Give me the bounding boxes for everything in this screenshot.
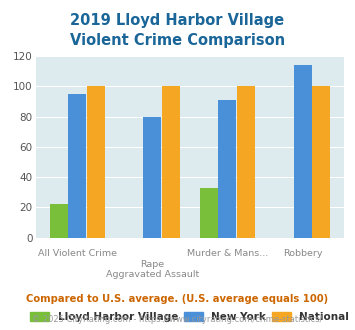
Legend: Lloyd Harbor Village, New York, National: Lloyd Harbor Village, New York, National <box>31 312 349 322</box>
Bar <box>200 188 218 238</box>
Bar <box>143 116 162 238</box>
Bar <box>312 86 330 238</box>
Bar <box>218 100 236 238</box>
Bar <box>50 204 67 238</box>
Text: Murder & Mans...: Murder & Mans... <box>187 249 268 258</box>
Text: Rape
Aggravated Assault: Rape Aggravated Assault <box>106 260 199 279</box>
Bar <box>162 86 180 238</box>
Text: 2019 Lloyd Harbor Village
Violent Crime Comparison: 2019 Lloyd Harbor Village Violent Crime … <box>70 13 285 48</box>
Text: All Violent Crime: All Violent Crime <box>38 249 117 258</box>
Bar <box>87 86 105 238</box>
Text: Robbery: Robbery <box>283 249 322 258</box>
Text: © 2025 CityRating.com - https://www.cityrating.com/crime-statistics/: © 2025 CityRating.com - https://www.city… <box>32 315 323 324</box>
Bar <box>68 94 86 238</box>
Bar <box>237 86 255 238</box>
Text: Compared to U.S. average. (U.S. average equals 100): Compared to U.S. average. (U.S. average … <box>26 294 329 304</box>
Bar <box>294 65 312 238</box>
